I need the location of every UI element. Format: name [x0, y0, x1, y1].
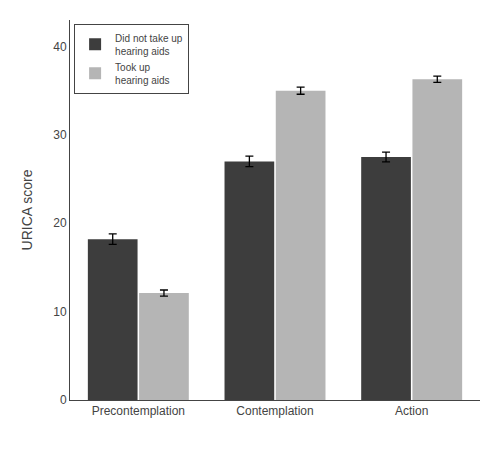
svg-text:10: 10 [53, 305, 67, 319]
svg-text:40: 40 [53, 40, 67, 54]
svg-text:20: 20 [53, 216, 67, 230]
svg-text:Did not take uphearing aids: Did not take uphearing aids [115, 33, 183, 57]
svg-text:Took uphearing aids: Took uphearing aids [115, 62, 169, 86]
svg-text:Contemplation: Contemplation [236, 404, 313, 418]
svg-text:0: 0 [60, 393, 67, 407]
svg-text:URICA score: URICA score [19, 169, 35, 250]
svg-text:30: 30 [53, 128, 67, 142]
svg-text:Precontemplation: Precontemplation [92, 404, 185, 418]
svg-text:Action: Action [395, 404, 428, 418]
